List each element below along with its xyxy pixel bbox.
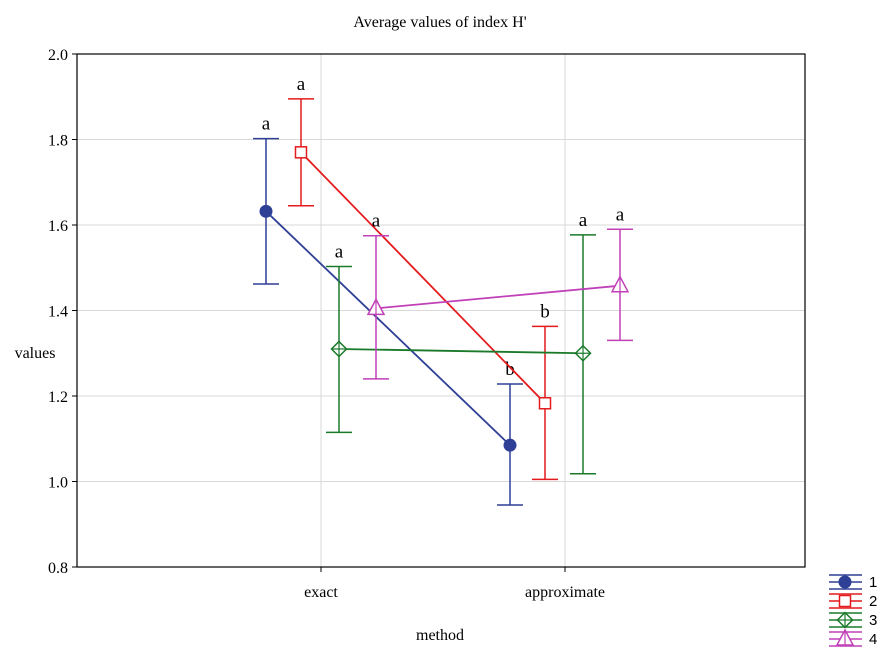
legend-item-4: 4 (829, 628, 877, 648)
legend-item-3: 3 (829, 611, 877, 629)
series-line (265, 210, 511, 446)
significance-label: a (335, 241, 344, 262)
legend: 1 2 3 4 (829, 574, 877, 648)
legend-label: 1 (869, 574, 877, 591)
data-point (838, 594, 852, 608)
x-tick-label: exact (304, 584, 338, 601)
significance-label: b (540, 301, 550, 322)
y-tick-label: 0.8 (48, 560, 68, 577)
data-point (503, 438, 517, 452)
legend-item-2: 2 (829, 593, 877, 610)
series-3: aa (326, 210, 596, 475)
x-tick-label: approximate (525, 584, 605, 601)
data-point (835, 628, 855, 646)
data-point (366, 297, 386, 316)
significance-label: a (297, 74, 306, 95)
data-point (538, 397, 552, 410)
significance-label: b (505, 359, 515, 380)
y-tick-label: 1.4 (48, 304, 68, 321)
data-point (259, 204, 273, 218)
data-point (330, 340, 348, 358)
legend-label: 2 (869, 593, 877, 610)
y-axis-label: values (15, 345, 56, 362)
y-tick-label: 2.0 (48, 47, 68, 64)
data-point (836, 611, 854, 629)
significance-label: a (579, 210, 588, 231)
significance-label: a (262, 114, 271, 135)
data-point (610, 275, 630, 293)
y-axis: 0.8 1.0 1.2 1.4 1.6 1.8 2.0 (48, 47, 77, 577)
series-line (300, 151, 546, 404)
y-tick-label: 1.8 (48, 133, 68, 150)
data-point (574, 344, 592, 362)
y-tick-label: 1.2 (48, 389, 68, 406)
significance-label: a (372, 211, 381, 232)
legend-label: 4 (869, 631, 877, 648)
series-line (338, 348, 584, 355)
series-2: ab (288, 74, 558, 481)
x-axis: exact approximate (304, 567, 605, 601)
grid (77, 54, 805, 567)
data-point (838, 575, 852, 589)
series-line (375, 284, 621, 310)
series-1: ab (253, 114, 523, 506)
significance-label: a (616, 204, 625, 225)
legend-label: 3 (869, 612, 877, 629)
legend-item-1: 1 (829, 574, 877, 591)
chart-title: Average values of index H' (353, 14, 526, 31)
y-tick-label: 1.0 (48, 475, 68, 492)
data-point (294, 146, 308, 159)
x-axis-label: method (416, 627, 464, 644)
y-tick-label: 1.6 (48, 218, 68, 235)
